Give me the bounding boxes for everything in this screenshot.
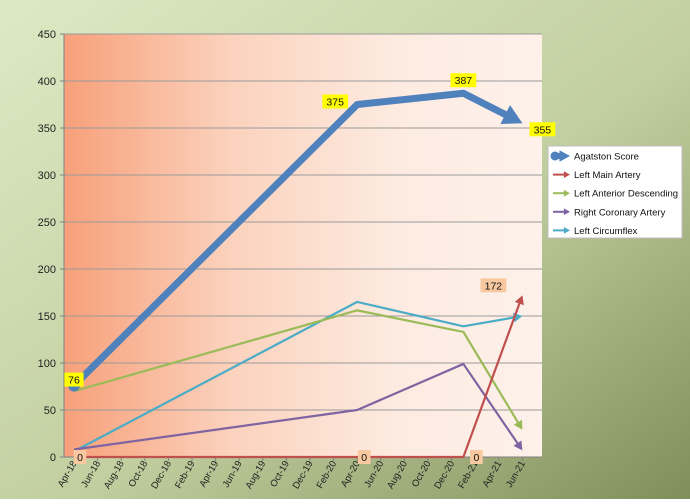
series-left-main-artery — [74, 295, 524, 459]
y-tick-label: 350 — [38, 123, 56, 135]
y-tick-label: 200 — [38, 264, 56, 276]
data-label: 76 — [68, 375, 80, 387]
legend-item: Left Anterior Descending — [553, 189, 678, 200]
data-label-box — [73, 450, 87, 464]
data-label-box — [450, 73, 477, 88]
y-tick-label: 300 — [38, 170, 56, 182]
y-tick-label: 100 — [38, 358, 56, 370]
legend-label: Left Anterior Descending — [574, 189, 678, 200]
data-label: 375 — [326, 97, 344, 109]
legend-item: Left Circumflex — [553, 226, 638, 237]
legend-label: Agatston Score — [574, 152, 639, 163]
series-arrowhead — [563, 227, 570, 234]
y-tick-label: 50 — [44, 405, 56, 417]
series-line — [74, 300, 522, 459]
data-label: 387 — [455, 75, 473, 87]
data-label-box — [322, 94, 349, 109]
y-tick-label: 150 — [38, 311, 56, 323]
legend-label: Right Coronary Artery — [574, 207, 666, 218]
y-tick-label: 250 — [38, 217, 56, 229]
legend-marker — [550, 151, 560, 161]
legend-label: Left Circumflex — [574, 226, 638, 237]
series-right-coronary-artery — [73, 362, 523, 451]
data-label-box — [64, 372, 84, 387]
series-arrowhead — [513, 419, 523, 430]
y-tick-label: 400 — [38, 76, 56, 88]
data-label: 0 — [473, 452, 479, 464]
data-label-box — [357, 450, 371, 464]
legend: Agatston Score Left Main Artery Left Anter… — [547, 145, 683, 239]
legend-item: Right Coronary Artery — [553, 207, 666, 218]
legend-box — [547, 145, 683, 239]
data-label: 0 — [361, 452, 367, 464]
data-label: 0 — [77, 452, 83, 464]
y-tick-label: 0 — [50, 452, 56, 464]
series-arrowhead — [500, 105, 523, 124]
series-line — [73, 362, 521, 451]
data-label-box — [470, 450, 483, 464]
y-tick-label: 450 — [38, 29, 56, 41]
series-line — [71, 89, 514, 389]
series-line — [73, 300, 518, 453]
legend-item: Left Main Artery — [553, 170, 641, 181]
series-arrowhead — [563, 171, 570, 178]
series-arrowhead — [513, 440, 523, 451]
data-label: 355 — [534, 124, 552, 136]
series-arrowhead — [514, 295, 524, 306]
data-label-box — [480, 278, 507, 293]
data-label: 172 — [485, 280, 503, 292]
series-arrowhead — [563, 189, 570, 197]
series-arrowhead — [563, 208, 570, 216]
series-arrowhead — [559, 150, 570, 162]
data-label-box — [529, 122, 556, 137]
data-labels: 76 375 387 355 0 0 0 172 — [64, 73, 556, 464]
legend-item: Agatston Score — [550, 150, 639, 163]
legend-label: Left Main Artery — [574, 170, 641, 181]
plot-area — [64, 34, 542, 457]
